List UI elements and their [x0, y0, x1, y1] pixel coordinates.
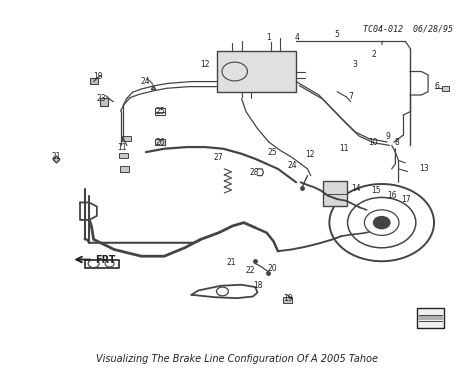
Text: 23: 23	[97, 94, 106, 103]
Bar	[155, 139, 165, 145]
Bar	[100, 99, 108, 106]
Text: 1: 1	[266, 34, 271, 42]
Text: 25: 25	[267, 148, 277, 156]
Text: 24: 24	[140, 77, 150, 86]
Text: 14: 14	[351, 184, 361, 193]
Text: 7: 7	[348, 92, 353, 101]
Text: 12: 12	[305, 150, 315, 159]
Bar	[323, 181, 347, 207]
Text: 10: 10	[369, 138, 378, 146]
Text: 4: 4	[295, 34, 300, 42]
Text: 27: 27	[213, 153, 223, 162]
Bar	[118, 153, 128, 158]
Text: 2: 2	[371, 50, 376, 59]
Text: 22: 22	[246, 266, 255, 275]
Text: 19: 19	[283, 294, 293, 303]
Text: 3: 3	[353, 60, 358, 69]
Text: 11: 11	[339, 144, 349, 153]
Bar	[119, 166, 129, 172]
Text: 25: 25	[156, 107, 165, 116]
Text: Visualizing The Brake Line Configuration Of A 2005 Tahoe: Visualizing The Brake Line Configuration…	[96, 354, 378, 364]
Text: 15: 15	[371, 186, 381, 195]
Text: 21: 21	[227, 258, 237, 267]
Text: 6: 6	[435, 82, 440, 91]
Text: 21: 21	[51, 152, 61, 161]
Text: 26: 26	[156, 138, 165, 146]
Text: 19: 19	[93, 72, 103, 81]
Bar	[418, 315, 443, 320]
Bar	[217, 51, 296, 92]
Bar	[442, 86, 448, 91]
Text: 5: 5	[335, 30, 339, 39]
Bar	[91, 78, 98, 84]
Text: 20: 20	[268, 265, 277, 273]
Text: 8: 8	[395, 138, 400, 146]
Text: 12: 12	[201, 60, 210, 69]
Text: 24: 24	[288, 161, 297, 170]
Bar	[417, 308, 444, 328]
Bar	[155, 108, 165, 115]
Text: 17: 17	[401, 195, 411, 204]
Text: TC04-012  06/28/95: TC04-012 06/28/95	[363, 24, 453, 34]
Text: 13: 13	[419, 165, 429, 173]
Bar	[283, 297, 292, 303]
Bar	[122, 136, 131, 141]
Text: 28: 28	[249, 168, 259, 177]
Text: 11: 11	[118, 142, 127, 152]
Text: 16: 16	[387, 190, 397, 200]
Text: 9: 9	[386, 132, 391, 141]
Text: 18: 18	[253, 281, 262, 290]
Text: FRT: FRT	[95, 255, 116, 265]
Circle shape	[374, 217, 390, 229]
